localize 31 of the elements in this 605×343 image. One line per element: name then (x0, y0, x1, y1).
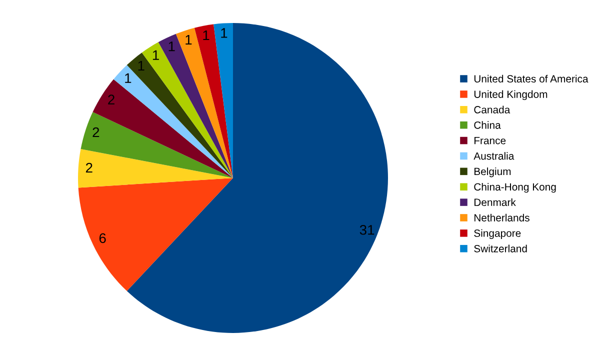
data-label: 1 (168, 42, 175, 52)
data-label: 31 (360, 224, 374, 235)
data-label: 2 (86, 162, 92, 173)
legend-label: Switzerland (474, 244, 527, 252)
pie-slice (78, 178, 233, 291)
legend-label: United States of America (474, 74, 588, 83)
pie-slice (194, 24, 233, 178)
legend-label: China (474, 121, 501, 129)
pie-slice (176, 28, 233, 178)
pie-slice (214, 23, 233, 178)
legend-label: Australia (474, 152, 514, 160)
data-label: 1 (221, 28, 228, 38)
legend-label: Netherlands (474, 214, 530, 222)
data-label: 1 (138, 60, 144, 71)
legend-label: China-Hong Kong (474, 182, 556, 193)
data-label: 1 (186, 34, 192, 44)
legend-label: United Kingdom (474, 90, 548, 100)
pie-slice (78, 148, 233, 188)
data-label: 2 (92, 127, 100, 138)
data-label: 2 (108, 94, 114, 104)
data-label: 1 (125, 73, 132, 83)
data-label: 6 (99, 233, 106, 244)
legend-label: Singapore (474, 229, 521, 239)
legend-label: Belgium (474, 168, 511, 178)
data-label: 1 (203, 30, 210, 40)
pie-slice (126, 23, 388, 333)
legend-label: France (474, 137, 506, 144)
legend-label: Denmark (474, 198, 516, 206)
pie-slice (80, 112, 233, 178)
legend-label: Canada (474, 106, 510, 114)
data-label: 1 (152, 50, 159, 60)
